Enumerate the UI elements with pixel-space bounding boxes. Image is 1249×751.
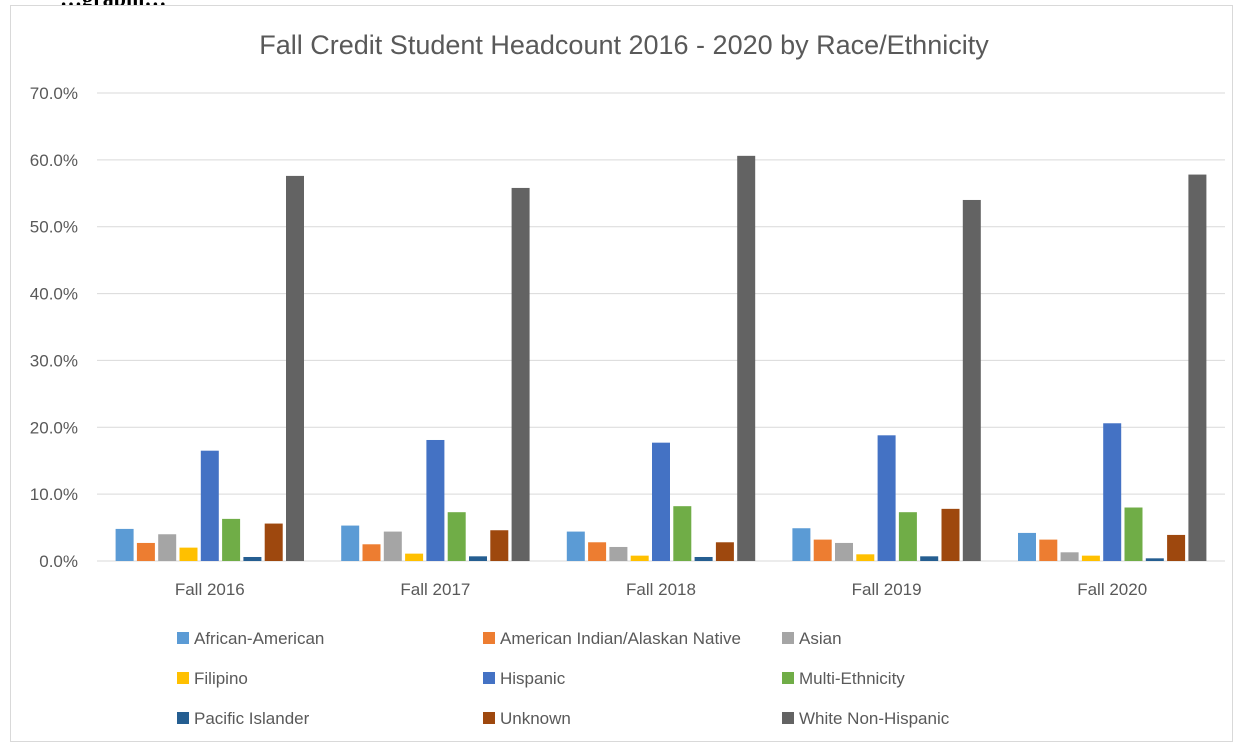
bar-hispanic-fall-2016 — [200, 450, 219, 561]
y-tick-label: 50.0% — [30, 218, 78, 237]
bar-filipino-fall-2017 — [405, 553, 424, 561]
bar-asian-fall-2016 — [158, 534, 177, 561]
bar-multi-ethnicity-fall-2016 — [222, 518, 241, 561]
bar-african-american-fall-2020 — [1018, 532, 1036, 561]
bar-hispanic-fall-2018 — [652, 442, 670, 561]
x-category-label: Fall 2020 — [1077, 580, 1147, 599]
bar-multi-ethnicity-fall-2019 — [898, 512, 917, 561]
legend-label: Filipino — [194, 669, 248, 688]
bars — [115, 155, 1207, 562]
legend-label: White Non-Hispanic — [799, 709, 950, 728]
bar-pacific-islander-fall-2018 — [694, 556, 713, 561]
legend-label: Pacific Islander — [194, 709, 310, 728]
bar-multi-ethnicity-fall-2017 — [447, 512, 466, 561]
legend-swatch — [177, 632, 189, 644]
legend-item-asian: Asian — [782, 629, 842, 648]
bar-american-indian-alaskan-native-fall-2018 — [588, 542, 607, 561]
legend-label: Asian — [799, 629, 842, 648]
x-category-label: Fall 2019 — [852, 580, 922, 599]
legend-item-pacific-islander: Pacific Islander — [177, 709, 310, 728]
bar-unknown-fall-2017 — [490, 530, 509, 561]
legend-label: African-American — [194, 629, 324, 648]
bar-unknown-fall-2018 — [715, 542, 734, 561]
x-category-label: Fall 2016 — [175, 580, 245, 599]
legend-item-african-american: African-American — [177, 629, 324, 648]
bar-white-non-hispanic-fall-2019 — [962, 199, 981, 561]
y-tick-label: 0.0% — [39, 552, 78, 571]
bar-multi-ethnicity-fall-2020 — [1124, 507, 1143, 561]
bar-asian-fall-2019 — [835, 542, 853, 561]
bar-african-american-fall-2017 — [341, 525, 360, 561]
y-axis-tick-labels: 0.0% 10.0% 20.0% 30.0% 40.0% 50.0% 60.0% 70.0% — [30, 84, 78, 571]
bar-unknown-fall-2016 — [264, 523, 283, 561]
legend-item-hispanic: Hispanic — [483, 669, 566, 688]
legend-swatch — [782, 672, 794, 684]
legend-item-filipino: Filipino — [177, 669, 248, 688]
bar-african-american-fall-2019 — [792, 528, 811, 561]
bar-american-indian-alaskan-native-fall-2016 — [136, 542, 155, 561]
bar-filipino-fall-2019 — [856, 554, 875, 561]
bar-pacific-islander-fall-2017 — [469, 556, 487, 561]
bar-african-american-fall-2018 — [566, 531, 585, 561]
legend-swatch — [177, 672, 189, 684]
bar-unknown-fall-2019 — [941, 508, 960, 561]
legend-label: American Indian/Alaskan Native — [500, 629, 741, 648]
bar-multi-ethnicity-fall-2018 — [673, 506, 692, 561]
chart-title: Fall Credit Student Headcount 2016 - 202… — [259, 30, 989, 60]
y-tick-label: 20.0% — [30, 418, 78, 437]
chart-frame — [10, 5, 1233, 742]
legend-item-white-non-hispanic: White Non-Hispanic — [782, 709, 950, 728]
bar-hispanic-fall-2019 — [877, 435, 896, 561]
bar-pacific-islander-fall-2019 — [920, 556, 939, 561]
bar-white-non-hispanic-fall-2016 — [286, 175, 304, 561]
bar-filipino-fall-2018 — [630, 555, 649, 561]
legend-swatch — [483, 712, 495, 724]
bar-filipino-fall-2016 — [179, 547, 198, 561]
y-tick-label: 10.0% — [30, 485, 78, 504]
legend-swatch — [177, 712, 189, 724]
legend-label: Unknown — [500, 709, 571, 728]
bar-pacific-islander-fall-2020 — [1145, 558, 1164, 561]
bar-pacific-islander-fall-2016 — [243, 556, 262, 561]
bar-unknown-fall-2020 — [1167, 534, 1186, 561]
bar-asian-fall-2018 — [609, 546, 628, 561]
legend-swatch — [483, 672, 495, 684]
x-category-label: Fall 2017 — [400, 580, 470, 599]
bar-african-american-fall-2016 — [115, 528, 134, 561]
legend-item-unknown: Unknown — [483, 709, 571, 728]
legend-swatch — [483, 632, 495, 644]
y-tick-label: 60.0% — [30, 151, 78, 170]
legend-item-american-indian-alaskan-native: American Indian/Alaskan Native — [483, 629, 741, 648]
bar-hispanic-fall-2017 — [426, 439, 445, 561]
bar-white-non-hispanic-fall-2018 — [737, 155, 756, 562]
legend-label: Multi-Ethnicity — [799, 669, 905, 688]
x-category-label: Fall 2018 — [626, 580, 696, 599]
legend-item-multi-ethnicity: Multi-Ethnicity — [782, 669, 905, 688]
bar-filipino-fall-2020 — [1081, 555, 1100, 561]
bar-asian-fall-2020 — [1060, 552, 1079, 561]
bar-hispanic-fall-2020 — [1103, 423, 1122, 561]
y-tick-label: 30.0% — [30, 351, 78, 370]
bar-white-non-hispanic-fall-2020 — [1188, 174, 1207, 561]
legend-label: Hispanic — [500, 669, 566, 688]
legend-swatch — [782, 632, 794, 644]
bar-white-non-hispanic-fall-2017 — [511, 187, 530, 562]
y-tick-label: 70.0% — [30, 84, 78, 103]
bar-asian-fall-2017 — [383, 531, 402, 561]
legend-swatch — [782, 712, 794, 724]
bar-american-indian-alaskan-native-fall-2017 — [362, 544, 381, 561]
legend: African-American American Indian/Alaskan … — [177, 629, 950, 728]
bar-american-indian-alaskan-native-fall-2019 — [813, 539, 832, 561]
y-tick-label: 40.0% — [30, 285, 78, 304]
x-axis-category-labels: Fall 2016 Fall 2017 Fall 2018 Fall 2019 Fall… — [175, 580, 1147, 599]
bar-american-indian-alaskan-native-fall-2020 — [1039, 539, 1058, 561]
